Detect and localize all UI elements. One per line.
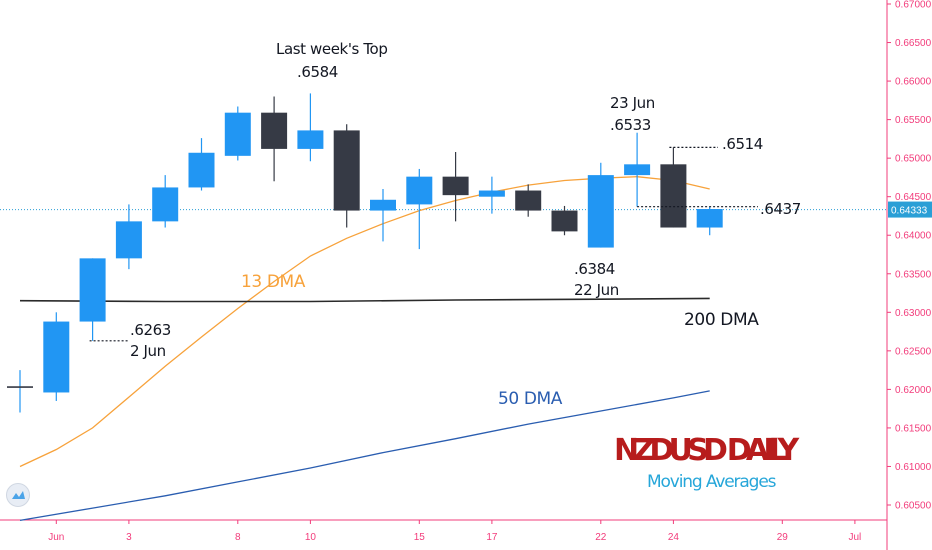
y-tick-label: 0.63500	[895, 269, 932, 280]
candle-body	[333, 130, 360, 211]
y-tick-label: 0.60500	[895, 501, 932, 512]
y-tick-label: 0.62500	[895, 346, 932, 357]
last-price-label: 0.64333	[891, 206, 928, 217]
y-tick-label: 0.67000	[895, 0, 932, 11]
candle-body	[478, 190, 505, 197]
annotation-last-right: .6437	[760, 200, 801, 218]
x-tick-label: 10	[305, 532, 317, 543]
candle-body	[224, 112, 251, 156]
ma-line-50-dma	[19, 390, 710, 522]
candle-body	[551, 210, 578, 232]
last-price-badge	[888, 201, 932, 218]
annotation-top-value: .6584	[297, 63, 338, 81]
candle-body	[261, 112, 288, 149]
y-tick-label: 0.61500	[895, 423, 932, 434]
y-tick-label: 0.61000	[895, 462, 932, 473]
candle-body	[660, 164, 687, 228]
y-tick-label: 0.63000	[895, 308, 932, 319]
x-tick-label: 22	[595, 532, 607, 543]
x-tick-label: 3	[126, 532, 132, 543]
candle-body	[152, 187, 179, 222]
annotation-jun2-value: .6263	[130, 321, 171, 339]
y-tick-label: 0.66500	[895, 38, 932, 49]
y-tick-label: 0.64000	[895, 231, 932, 242]
annotation-top-label: Last week's Top	[276, 40, 387, 58]
tradingview-logo-icon[interactable]	[6, 483, 30, 507]
annotation-high-right: .6514	[722, 135, 763, 153]
candle-body	[587, 175, 614, 248]
y-tick-label: 0.65500	[895, 115, 932, 126]
x-tick-label: 15	[414, 532, 426, 543]
candle-body	[696, 209, 723, 228]
candle-body	[370, 199, 396, 211]
candle-body	[297, 130, 324, 149]
y-tick-label: 0.62000	[895, 385, 932, 396]
label-200-dma: 200 DMA	[684, 310, 759, 330]
candle-body	[624, 164, 651, 176]
label-13-dma: 13 DMA	[241, 272, 306, 292]
x-tick-label: 24	[668, 532, 680, 543]
x-tick-label: Jun	[48, 532, 64, 543]
annotation-jun23-date: 23 Jun	[610, 94, 655, 112]
chart-subtitle: Moving Averages	[647, 472, 777, 492]
x-tick-label: 29	[777, 532, 789, 543]
candle-body	[79, 258, 106, 322]
x-tick-label: 17	[486, 532, 498, 543]
candle-body	[115, 221, 142, 259]
x-tick-label: Jul	[849, 532, 862, 543]
annotation-jun23-value: .6533	[610, 116, 651, 134]
candle-body	[406, 176, 433, 205]
y-tick-label: 0.66000	[895, 77, 932, 88]
chart-title: NZDUSD DAILY	[614, 433, 800, 468]
ma-line-200-dma	[19, 297, 710, 303]
candle-body	[43, 321, 70, 393]
candle-body	[188, 152, 215, 188]
candle-body	[515, 190, 542, 211]
x-tick-label: 8	[235, 532, 241, 543]
candle-body	[442, 176, 469, 196]
annotation-jun2-date: 2 Jun	[130, 342, 166, 360]
y-tick-label: 0.64500	[895, 192, 932, 203]
annotation-low-date: 22 Jun	[574, 281, 619, 299]
annotation-low-value: .6384	[574, 260, 615, 278]
y-tick-label: 0.65000	[895, 154, 932, 165]
label-50-dma: 50 DMA	[498, 389, 563, 409]
